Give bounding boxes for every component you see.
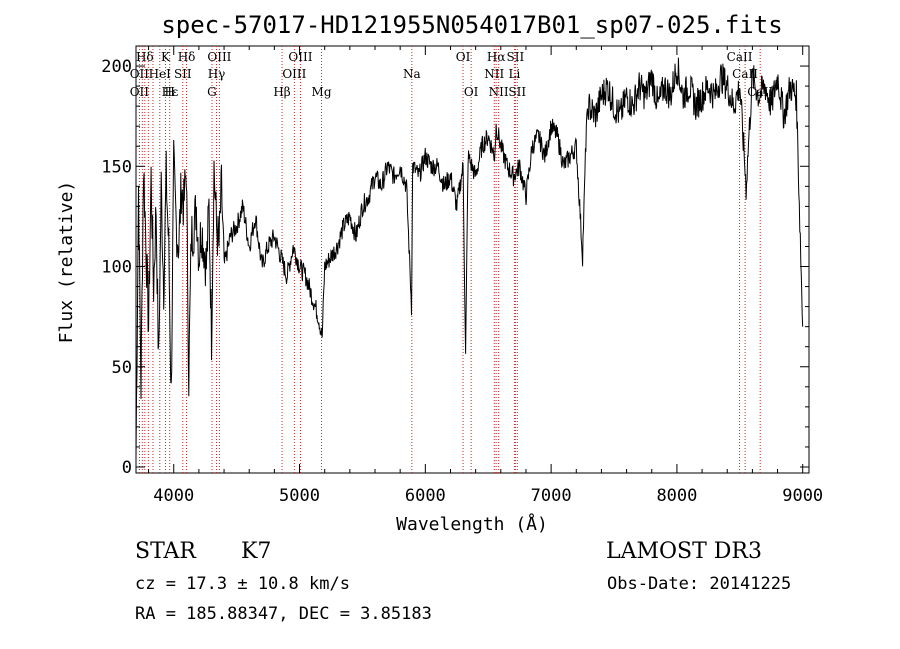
line-id-label: SII	[507, 50, 525, 64]
line-id-label: OI	[456, 50, 471, 64]
y-tick-label: 200	[101, 57, 132, 77]
class-label: STAR	[135, 539, 196, 564]
line-id-label: K	[161, 50, 171, 64]
x-tick-label: 8000	[656, 486, 697, 506]
x-tick-label: 4000	[153, 486, 194, 506]
line-id-label: NII	[484, 67, 504, 81]
line-id-label: Hβ	[273, 85, 290, 99]
line-id-label: OII	[130, 85, 150, 99]
line-id-label: OIII	[288, 50, 312, 64]
line-id-label: HeI	[149, 67, 172, 81]
spectrum-line	[135, 57, 804, 458]
line-id-label: Na	[403, 67, 421, 81]
line-id-label: CaII	[747, 85, 773, 99]
y-tick-label: 0	[122, 458, 132, 478]
line-id-label: OI	[464, 85, 479, 99]
x-tick-label: 5000	[279, 486, 320, 506]
line-id-label: Li	[508, 67, 520, 81]
line-id-label: H	[164, 85, 174, 99]
x-tick-label: 7000	[531, 486, 572, 506]
line-id-label: OIII	[282, 67, 306, 81]
line-id-label: Hδ	[178, 50, 196, 64]
redshift-readout: cz = 17.3 ± 10.8 km/s	[135, 574, 350, 594]
obs-date: Obs-Date: 20141225	[607, 574, 792, 594]
line-id-label: CaII	[732, 67, 758, 81]
x-axis-label: Wavelength (Å)	[396, 513, 548, 535]
subclass-label: K7	[241, 539, 272, 564]
line-id-label: CaII	[727, 50, 753, 64]
y-tick-label: 100	[101, 258, 132, 278]
line-id-label: NII	[489, 85, 509, 99]
line-id-label: Hε	[162, 85, 179, 99]
line-id-label: Mg	[312, 85, 332, 99]
y-tick-label: 50	[112, 358, 132, 378]
y-tick-label: 150	[101, 157, 132, 177]
y-axis-label: Flux (relative)	[56, 181, 77, 344]
coordinates-readout: RA = 185.88347, DEC = 3.85183	[135, 604, 432, 624]
chart-title: spec-57017-HD121955N054017B01_sp07-025.f…	[161, 11, 782, 39]
plot-frame	[135, 45, 810, 474]
line-id-label: OIII	[207, 50, 231, 64]
x-tick-label: 9000	[782, 486, 823, 506]
line-id-label: SII	[174, 67, 192, 81]
survey-label: LAMOST DR3	[606, 539, 762, 564]
line-id-label: Hδ	[136, 50, 154, 64]
line-id-label: Hγ	[208, 67, 226, 81]
line-id-label: Hα	[487, 50, 506, 64]
line-id-label: SII	[508, 85, 526, 99]
line-id-label: OII	[130, 67, 150, 81]
line-id-label: G	[207, 85, 217, 99]
x-tick-label: 6000	[405, 486, 446, 506]
